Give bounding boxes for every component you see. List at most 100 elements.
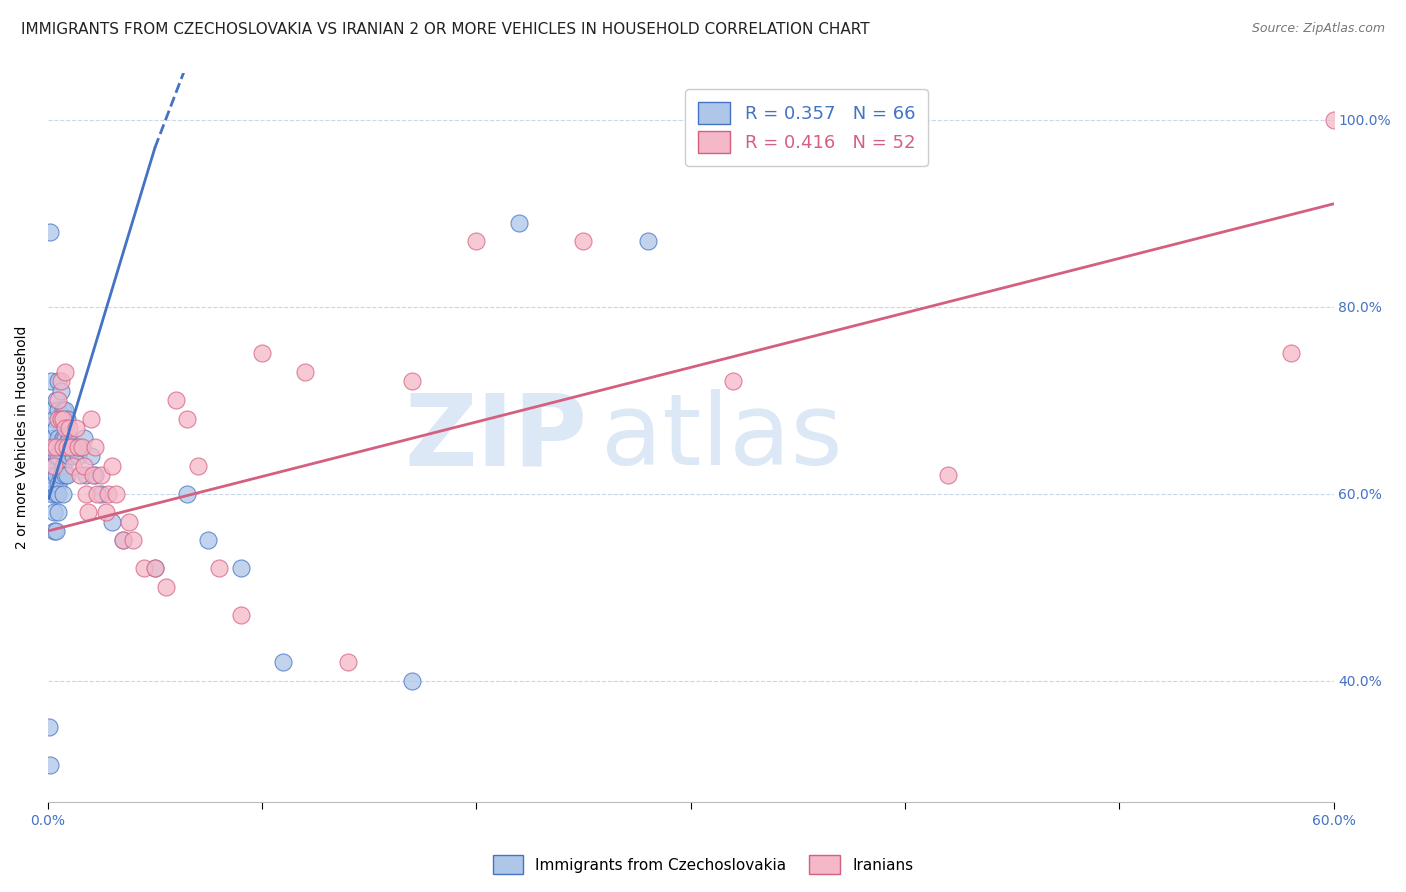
Point <box>48 505 70 519</box>
Point <box>97 486 120 500</box>
Point <box>94 505 117 519</box>
Point <box>48 486 70 500</box>
Point <box>165 393 187 408</box>
Point <box>66 449 89 463</box>
Point <box>143 561 166 575</box>
Point <box>83 440 105 454</box>
Point <box>73 431 96 445</box>
Point <box>49 375 72 389</box>
Point <box>56 412 79 426</box>
Point <box>122 533 145 548</box>
Point <box>273 655 295 669</box>
Point <box>48 393 70 408</box>
Point <box>69 467 91 482</box>
Point <box>49 440 72 454</box>
Point <box>45 486 67 500</box>
Point <box>65 421 87 435</box>
Point <box>401 375 423 389</box>
Point <box>143 561 166 575</box>
Point <box>77 505 100 519</box>
Point <box>62 458 84 473</box>
Point <box>197 533 219 548</box>
Point <box>69 440 91 454</box>
Point <box>229 608 252 623</box>
Point <box>53 467 76 482</box>
Point <box>56 440 79 454</box>
Point <box>56 467 79 482</box>
Point <box>42 467 65 482</box>
Point <box>111 533 134 548</box>
Point <box>83 467 105 482</box>
Point <box>401 673 423 688</box>
Point <box>44 458 66 473</box>
Point <box>62 449 84 463</box>
Point <box>105 486 128 500</box>
Point <box>101 515 124 529</box>
Point <box>44 440 66 454</box>
Point <box>187 458 209 473</box>
Point <box>155 580 177 594</box>
Point <box>49 384 72 398</box>
Point <box>936 467 959 482</box>
Point <box>294 365 316 379</box>
Point <box>723 375 745 389</box>
Point <box>45 421 67 435</box>
Point <box>39 402 62 417</box>
Point <box>75 467 97 482</box>
Point <box>60 440 83 454</box>
Text: Source: ZipAtlas.com: Source: ZipAtlas.com <box>1251 22 1385 36</box>
Point <box>48 449 70 463</box>
Point <box>52 440 75 454</box>
Point <box>118 515 141 529</box>
Point <box>53 421 76 435</box>
Point <box>90 486 112 500</box>
Point <box>45 393 67 408</box>
Point <box>49 412 72 426</box>
Point <box>38 720 60 734</box>
Point <box>336 655 359 669</box>
Legend: Immigrants from Czechoslovakia, Iranians: Immigrants from Czechoslovakia, Iranians <box>486 849 920 880</box>
Point <box>637 234 659 248</box>
Point <box>66 440 89 454</box>
Y-axis label: 2 or more Vehicles in Household: 2 or more Vehicles in Household <box>15 326 30 549</box>
Point <box>1279 346 1302 360</box>
Point <box>111 533 134 548</box>
Point <box>60 440 83 454</box>
Point <box>56 440 79 454</box>
Text: IMMIGRANTS FROM CZECHOSLOVAKIA VS IRANIAN 2 OR MORE VEHICLES IN HOUSEHOLD CORREL: IMMIGRANTS FROM CZECHOSLOVAKIA VS IRANIA… <box>21 22 870 37</box>
Point <box>48 431 70 445</box>
Point <box>45 440 67 454</box>
Point <box>41 440 63 454</box>
Point <box>44 458 66 473</box>
Point <box>90 467 112 482</box>
Point <box>44 412 66 426</box>
Point <box>58 449 80 463</box>
Point <box>41 467 63 482</box>
Point <box>134 561 156 575</box>
Point <box>41 440 63 454</box>
Point <box>1322 112 1344 127</box>
Text: atlas: atlas <box>600 389 842 486</box>
Point <box>53 431 76 445</box>
Point <box>39 375 62 389</box>
Point <box>48 477 70 491</box>
Point <box>45 467 67 482</box>
Point <box>45 524 67 538</box>
Legend: R = 0.357   N = 66, R = 0.416   N = 52: R = 0.357 N = 66, R = 0.416 N = 52 <box>685 89 928 166</box>
Point <box>53 402 76 417</box>
Point <box>52 431 75 445</box>
Point <box>250 346 273 360</box>
Point <box>229 561 252 575</box>
Point <box>176 412 198 426</box>
Point <box>38 757 60 772</box>
Point <box>48 412 70 426</box>
Point <box>53 365 76 379</box>
Point <box>52 412 75 426</box>
Point <box>73 458 96 473</box>
Point <box>82 467 104 482</box>
Point <box>176 486 198 500</box>
Point <box>465 234 488 248</box>
Point <box>70 440 93 454</box>
Point <box>49 467 72 482</box>
Point <box>44 524 66 538</box>
